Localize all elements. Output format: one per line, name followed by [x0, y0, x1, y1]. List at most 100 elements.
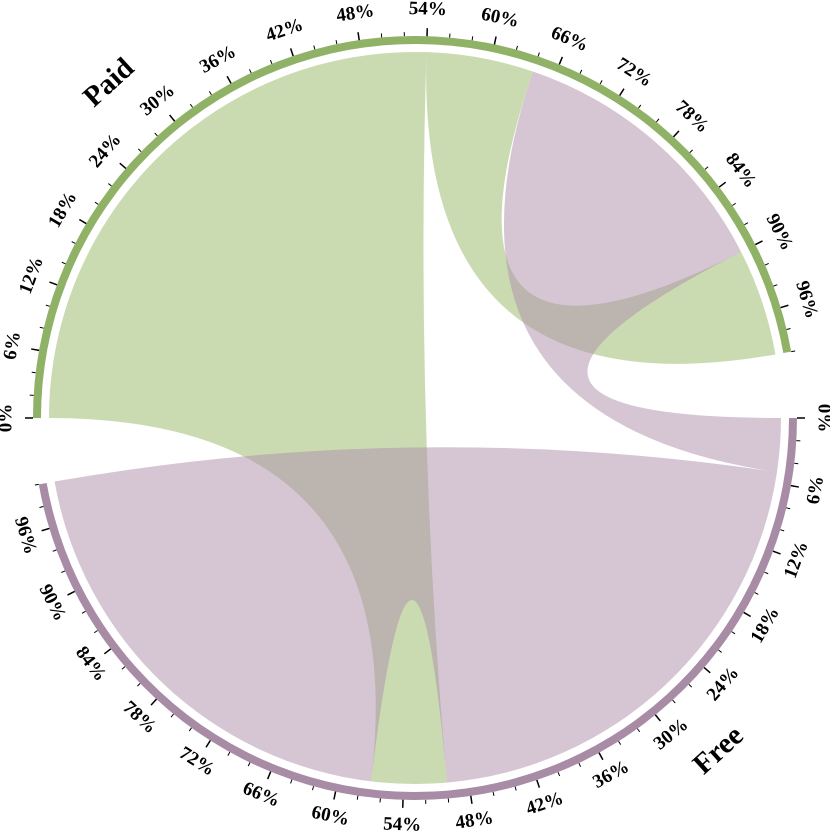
tick-label: 72%	[613, 54, 656, 92]
tick-mark	[41, 527, 50, 532]
tick-label: 18%	[746, 603, 783, 646]
tick-label: 54%	[409, 0, 448, 20]
minor-tick	[81, 610, 86, 614]
minor-tick	[786, 328, 791, 330]
tick-label: 6%	[803, 474, 829, 506]
tick-label: 48%	[335, 0, 376, 26]
tick-mark	[755, 240, 763, 246]
tick-label: 36%	[589, 756, 632, 793]
tick-mark	[226, 75, 232, 84]
minor-tick	[52, 549, 57, 552]
minor-tick	[137, 148, 142, 153]
tick-label: 66%	[240, 778, 283, 812]
minor-tick	[61, 570, 66, 573]
tick-mark	[470, 795, 473, 804]
minor-tick	[93, 630, 98, 634]
tick-label: 90%	[35, 581, 71, 624]
minor-tick	[515, 45, 518, 50]
minor-tick	[786, 507, 791, 510]
group-label: Paid	[77, 52, 140, 114]
minor-tick	[34, 483, 39, 486]
tick-label: 36%	[196, 41, 239, 78]
minor-tick	[248, 69, 252, 74]
tick-label: 0%	[0, 404, 16, 433]
tick-mark	[780, 304, 789, 309]
minor-tick	[154, 132, 158, 137]
minor-tick	[688, 683, 693, 688]
tick-label: 60%	[479, 4, 521, 32]
minor-tick	[471, 36, 474, 41]
tick-mark	[718, 181, 727, 188]
tick-mark	[598, 752, 604, 761]
tick-label: 72%	[175, 742, 218, 780]
minor-tick	[136, 682, 141, 687]
tick-label: 24%	[85, 129, 126, 171]
tick-label: 96%	[10, 514, 41, 556]
minor-tick	[636, 728, 641, 733]
tick-label: 90%	[762, 211, 798, 254]
minor-tick	[744, 222, 749, 226]
minor-tick	[312, 786, 315, 791]
tick-label: 54%	[383, 814, 422, 832]
tick-mark	[772, 550, 781, 555]
tick-label: 12%	[15, 254, 48, 297]
minor-tick	[764, 263, 769, 266]
tick-label: 6%	[0, 330, 25, 362]
tick-mark	[67, 590, 75, 596]
tick-label: 84%	[71, 643, 111, 686]
tick-mark	[790, 484, 799, 488]
minor-tick	[514, 786, 517, 791]
tick-label: 0%	[814, 404, 830, 433]
ribbon	[503, 71, 782, 473]
minor-tick	[618, 740, 622, 745]
tick-label: 60%	[310, 802, 352, 830]
minor-tick	[71, 241, 76, 244]
tick-label: 84%	[721, 149, 761, 192]
minor-tick	[704, 166, 709, 170]
minor-tick	[208, 91, 212, 96]
tick-mark	[103, 648, 112, 655]
tick-label: 42%	[523, 788, 566, 820]
minor-tick	[557, 771, 561, 777]
tick-mark	[536, 779, 541, 788]
tick-mark	[31, 348, 40, 352]
tick-label: 18%	[44, 188, 81, 231]
tick-mark	[619, 88, 625, 96]
tick-label: 78%	[119, 697, 161, 738]
tick-mark	[205, 740, 211, 748]
minor-tick	[188, 727, 192, 732]
minor-tick	[269, 59, 273, 65]
tick-label: 48%	[454, 807, 495, 832]
tick-mark	[49, 281, 58, 286]
minor-tick	[731, 631, 736, 635]
group-label: Free	[687, 719, 750, 780]
minor-tick	[780, 529, 785, 532]
minor-tick	[492, 791, 495, 796]
minor-tick	[732, 202, 737, 206]
minor-tick	[599, 80, 603, 85]
minor-tick	[108, 183, 112, 187]
minor-tick	[579, 69, 583, 74]
minor-tick	[290, 779, 293, 784]
ribbon	[54, 447, 777, 783]
tick-mark	[333, 791, 337, 800]
tick-mark	[558, 56, 564, 65]
tick-label: 24%	[703, 663, 744, 705]
tick-mark	[266, 771, 272, 780]
minor-tick	[638, 104, 642, 109]
tick-label: 42%	[263, 14, 306, 46]
minor-tick	[672, 699, 676, 704]
minor-tick	[39, 506, 44, 508]
tick-mark	[493, 36, 497, 45]
tick-label: 30%	[650, 714, 693, 754]
minor-tick	[773, 284, 778, 287]
minor-tick	[754, 592, 759, 595]
tick-mark	[168, 114, 176, 122]
minor-tick	[689, 149, 694, 154]
tick-label: 96%	[791, 279, 822, 321]
minor-tick	[578, 762, 582, 767]
minor-tick	[356, 795, 359, 800]
tick-mark	[289, 48, 294, 57]
minor-tick	[791, 350, 796, 353]
